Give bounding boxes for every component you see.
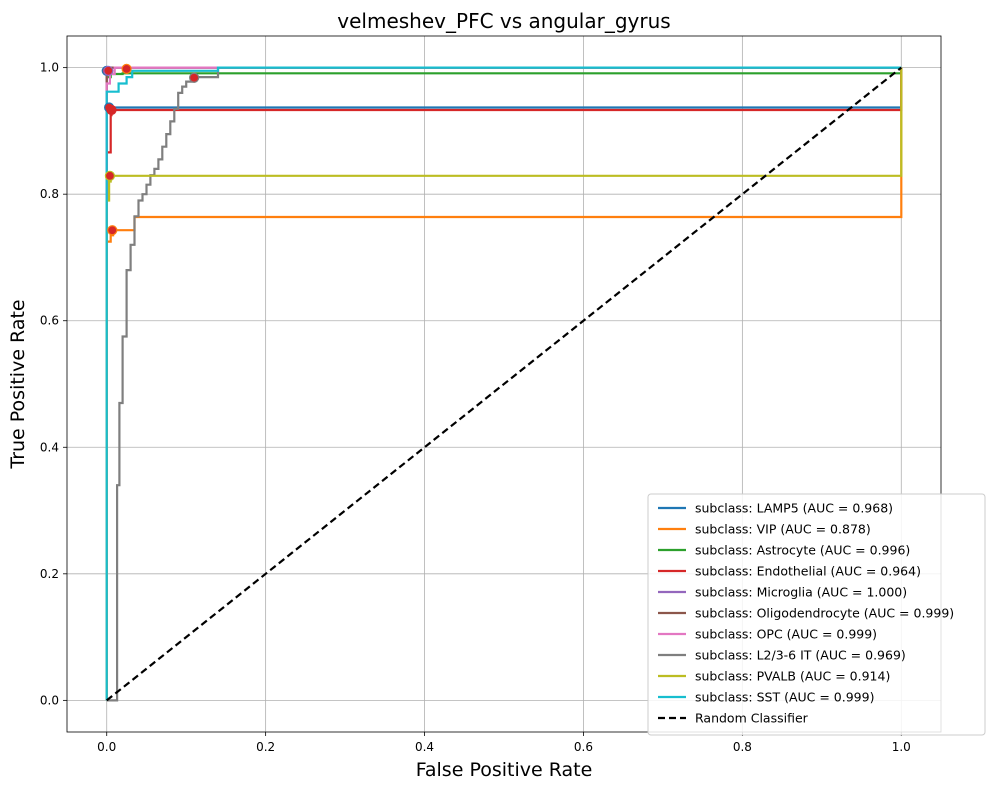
plot-area-border (66, 35, 942, 733)
x-tick-label: 0.2 (256, 740, 275, 754)
optimal-point-marker (107, 225, 118, 236)
chart-title: velmeshev_PFC vs angular_gyrus (337, 9, 670, 33)
y-tick-label: 0.6 (40, 314, 59, 328)
legend-label: subclass: Endothelial (AUC = 0.964) (695, 564, 921, 579)
optimal-point-marker (103, 65, 114, 76)
optimal-point-marker (106, 104, 117, 116)
x-tick-label: 0.6 (574, 740, 593, 754)
optimal-point-marker (104, 170, 116, 181)
series-line-subclass-l2-3-6-it-auc-0-969 (106, 66, 902, 702)
markers-layer (101, 63, 200, 236)
y-tick-label: 0.0 (40, 693, 59, 707)
y-tick-label: 0.4 (40, 440, 59, 454)
legend-label: subclass: Microglia (AUC = 1.000) (695, 585, 907, 600)
legend-label: subclass: PVALB (AUC = 0.914) (695, 669, 890, 684)
y-tick-label: 0.2 (40, 567, 59, 581)
legend-box (647, 493, 986, 736)
series-line-subclass-sst-auc-0-999 (105, 66, 902, 701)
axes-frame (66, 35, 942, 733)
series-line-random-classifier (106, 66, 902, 702)
legend-label: subclass: L2/3-6 IT (AUC = 0.969) (695, 648, 906, 663)
optimal-point-marker (121, 63, 132, 75)
legend-label: subclass: LAMP5 (AUC = 0.968) (695, 501, 893, 516)
legend-label: subclass: SST (AUC = 0.999) (695, 690, 874, 705)
legend: subclass: LAMP5 (AUC = 0.968) subclass: V… (647, 493, 986, 736)
x-tick-label: 0.0 (97, 740, 116, 754)
x-tick-label: 0.4 (415, 740, 434, 754)
y-tick-label: 0.8 (40, 187, 59, 201)
x-tick-label: 1.0 (892, 740, 911, 754)
legend-label: subclass: Astrocyte (AUC = 0.996) (695, 543, 910, 558)
legend-label: Random Classifier (695, 711, 809, 726)
grid-layer (67, 36, 941, 732)
optimal-point-marker (189, 72, 200, 83)
legend-label: subclass: VIP (AUC = 0.878) (695, 522, 871, 537)
x-tick-label: 0.8 (733, 740, 752, 754)
x-axis-title: False Positive Rate (416, 759, 593, 781)
ticks-layer: 0.0 0.2 0.4 0.6 0.8 1.0 0.0 0.2 0.4 0.6 0.8 1.0 (40, 61, 911, 754)
y-tick-label: 1.0 (40, 61, 59, 75)
legend-label: subclass: OPC (AUC = 0.999) (695, 627, 877, 642)
y-axis-title: True Positive Rate (7, 299, 29, 469)
legend-label: subclass: Oligodendrocyte (AUC = 0.999) (695, 606, 954, 621)
